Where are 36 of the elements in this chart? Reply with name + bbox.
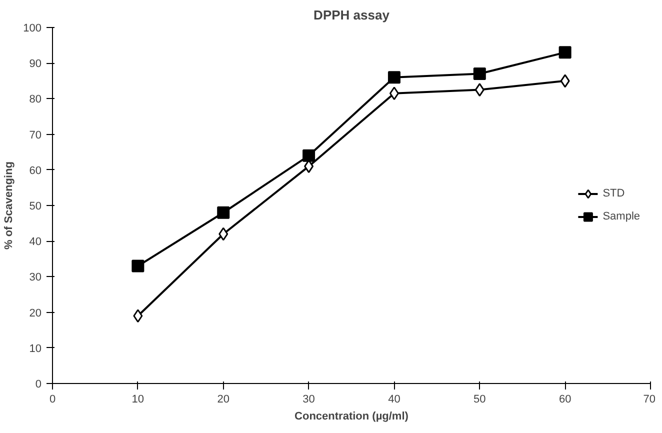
x-tick-label: 70 <box>643 394 656 406</box>
y-tick-label: 100 <box>23 22 42 34</box>
x-tick-label: 10 <box>132 394 144 406</box>
y-tick-label: 60 <box>29 164 42 177</box>
point <box>133 309 143 323</box>
y-tick-label: 90 <box>29 58 42 70</box>
y-tick-label: 70 <box>29 129 42 142</box>
x-tick-label: 20 <box>217 394 230 406</box>
point <box>302 149 316 162</box>
point <box>560 74 570 88</box>
point <box>217 206 230 219</box>
point <box>218 227 228 241</box>
y-tick-label: 0 <box>35 378 42 390</box>
point <box>132 260 144 272</box>
x-tick-label: 50 <box>474 394 486 406</box>
x-tick-label: 40 <box>388 394 400 406</box>
y-tick-label: 50 <box>29 200 42 212</box>
y-tick-label: 80 <box>29 94 42 106</box>
y-tick-label: 10 <box>29 342 42 355</box>
point <box>558 46 572 59</box>
point <box>388 71 400 84</box>
x-tick-label: 30 <box>302 394 315 406</box>
point <box>473 68 486 80</box>
y-tick-label: 30 <box>29 272 42 284</box>
point <box>474 83 484 97</box>
x-tick-label: 0 <box>49 394 56 406</box>
y-tick-label: 20 <box>29 307 42 320</box>
chart-title: DPPH assay <box>314 8 390 22</box>
y-axis-title: % of Scavenging <box>3 161 16 250</box>
legend-label: STD <box>602 188 625 200</box>
x-tick-label: 60 <box>558 394 572 406</box>
point <box>304 160 314 174</box>
legend-label: Sample <box>602 210 640 222</box>
point <box>389 86 399 100</box>
y-tick-label: 40 <box>29 236 42 248</box>
x-axis-title: Concentration (µg/ml) <box>294 410 409 422</box>
